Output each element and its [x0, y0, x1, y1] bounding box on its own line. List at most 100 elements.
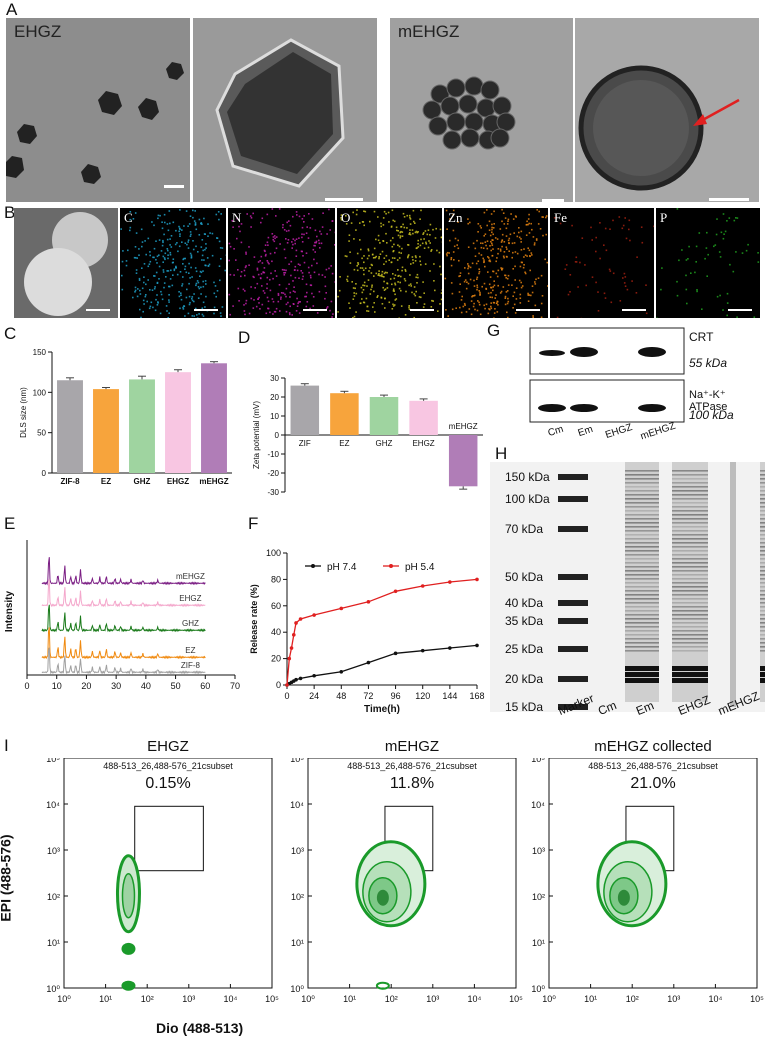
protein-band — [760, 502, 765, 504]
eds-dot — [302, 275, 304, 278]
eds-dot — [143, 303, 145, 305]
eds-dot — [181, 229, 183, 231]
eds-dot — [420, 296, 422, 299]
eds-dot — [266, 241, 269, 244]
eds-dot — [363, 224, 365, 227]
bar-EZ — [93, 389, 119, 473]
eds-dot — [305, 232, 308, 234]
gel-lane — [760, 462, 765, 702]
eds-dot — [678, 259, 680, 262]
eds-dot — [138, 248, 140, 250]
eds-dot — [188, 262, 190, 265]
eds-dot — [179, 233, 181, 235]
eds-dot — [485, 288, 488, 290]
eds-dot — [565, 264, 568, 266]
protein-band — [672, 526, 708, 528]
eds-dot — [479, 294, 481, 296]
protein-band — [760, 642, 765, 644]
eds-dot — [415, 290, 417, 293]
eds-dot — [383, 276, 385, 278]
contour-blob — [375, 981, 390, 990]
eds-dot — [757, 261, 760, 263]
eds-dot — [352, 211, 354, 214]
eds-dot — [390, 261, 393, 264]
eds-dot — [505, 246, 508, 248]
eds-dot — [271, 208, 274, 210]
eds-dot — [496, 275, 499, 278]
eds-dot — [392, 250, 395, 252]
eds-dot — [398, 245, 401, 248]
eds-dot — [512, 268, 514, 270]
eds-dot — [603, 244, 605, 246]
eds-dot — [349, 251, 351, 253]
eds-dot — [485, 303, 488, 306]
eds-dot — [200, 222, 202, 225]
eds-dot — [525, 223, 528, 226]
protein-band — [625, 510, 659, 512]
eds-dot — [380, 222, 382, 225]
eds-dot — [169, 244, 171, 246]
protein-band — [760, 618, 765, 620]
eds-dot — [457, 221, 459, 223]
eds-dot — [624, 285, 627, 287]
eds-dot — [713, 245, 715, 248]
protein-band — [760, 550, 765, 552]
eds-dot — [211, 232, 214, 235]
eds-dot — [544, 258, 546, 261]
eds-dot — [350, 222, 353, 224]
eds-dot — [277, 294, 280, 296]
protein-band — [760, 490, 765, 492]
eds-dot — [429, 270, 431, 272]
eds-dot — [193, 315, 195, 317]
protein-band — [625, 618, 659, 620]
eds-dot — [622, 224, 625, 227]
eds-dot — [203, 259, 205, 261]
eds-dot — [272, 236, 275, 238]
y-tick-label: 10² — [291, 892, 304, 902]
eds-dot — [361, 291, 364, 294]
eds-dot — [181, 285, 183, 287]
protein-band — [760, 482, 765, 484]
protein-band — [672, 618, 708, 620]
eds-dot — [366, 305, 369, 308]
eds-dot — [147, 279, 149, 281]
eds-dot — [497, 248, 500, 250]
eds-dot — [337, 295, 339, 298]
eds-dot — [383, 272, 386, 275]
eds-dot — [539, 228, 542, 230]
eds-dot — [540, 302, 543, 305]
eds-dot — [487, 292, 490, 295]
eds-dot — [386, 271, 388, 274]
eds-dot — [707, 253, 709, 256]
eds-dot — [296, 214, 298, 216]
eds-dot — [199, 270, 202, 273]
protein-band — [625, 534, 659, 536]
eds-dot — [200, 271, 203, 274]
eds-dot — [312, 305, 315, 307]
eds-dot — [628, 228, 630, 231]
eds-dot — [474, 294, 476, 297]
eds-dot — [457, 239, 459, 242]
eds-dot — [152, 256, 154, 259]
eds-dot — [312, 296, 315, 298]
eds-dot — [295, 211, 298, 213]
category-label: mEHGZ — [199, 477, 228, 486]
y-tick-label: 10¹ — [47, 938, 60, 948]
eds-dot — [488, 283, 491, 286]
eds-dot — [152, 306, 154, 309]
eds-dot — [491, 239, 493, 241]
protein-band — [672, 514, 708, 516]
eds-dot — [271, 298, 274, 300]
eds-dot — [122, 250, 124, 252]
eds-dot — [164, 221, 166, 224]
eds-dot — [397, 234, 400, 237]
eds-dot — [439, 228, 442, 231]
protein-band — [672, 606, 708, 608]
eds-dot — [318, 290, 321, 293]
y-tick-label: 10¹ — [291, 938, 304, 948]
eds-dot — [385, 212, 387, 215]
protein-band — [625, 638, 659, 640]
eds-dot — [540, 316, 543, 318]
eds-dot — [184, 268, 186, 270]
eds-dot — [266, 283, 268, 285]
